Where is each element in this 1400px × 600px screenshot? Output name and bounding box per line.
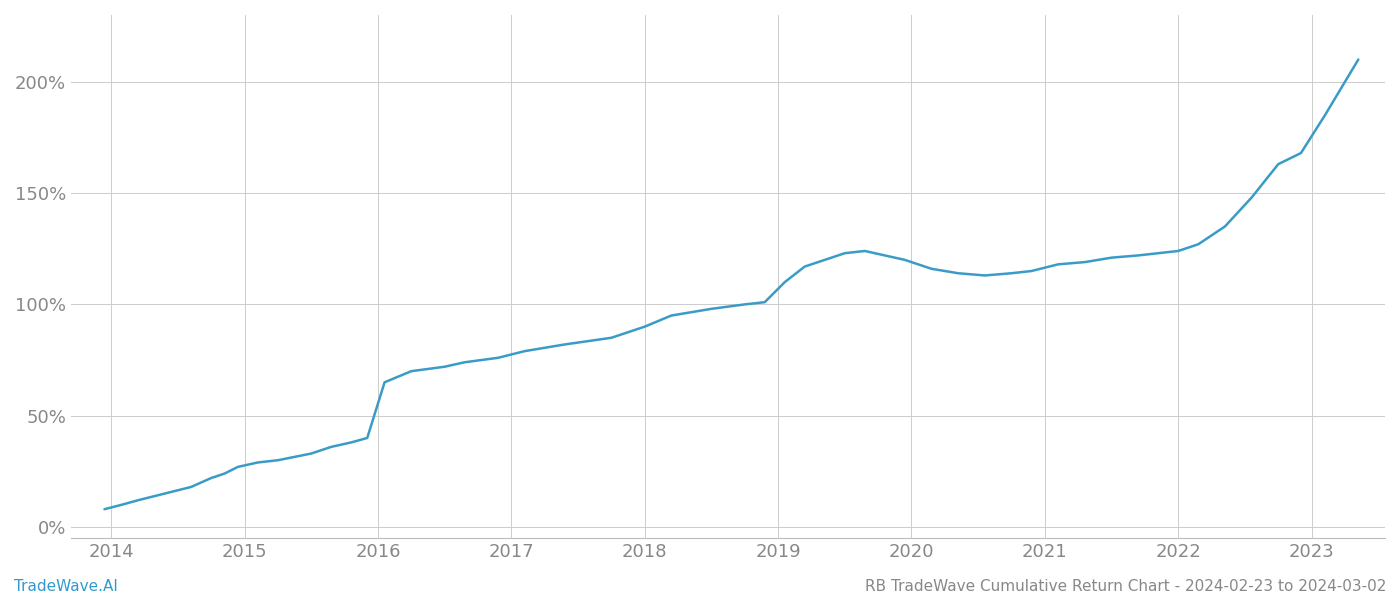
Text: TradeWave.AI: TradeWave.AI xyxy=(14,579,118,594)
Text: RB TradeWave Cumulative Return Chart - 2024-02-23 to 2024-03-02: RB TradeWave Cumulative Return Chart - 2… xyxy=(865,579,1386,594)
